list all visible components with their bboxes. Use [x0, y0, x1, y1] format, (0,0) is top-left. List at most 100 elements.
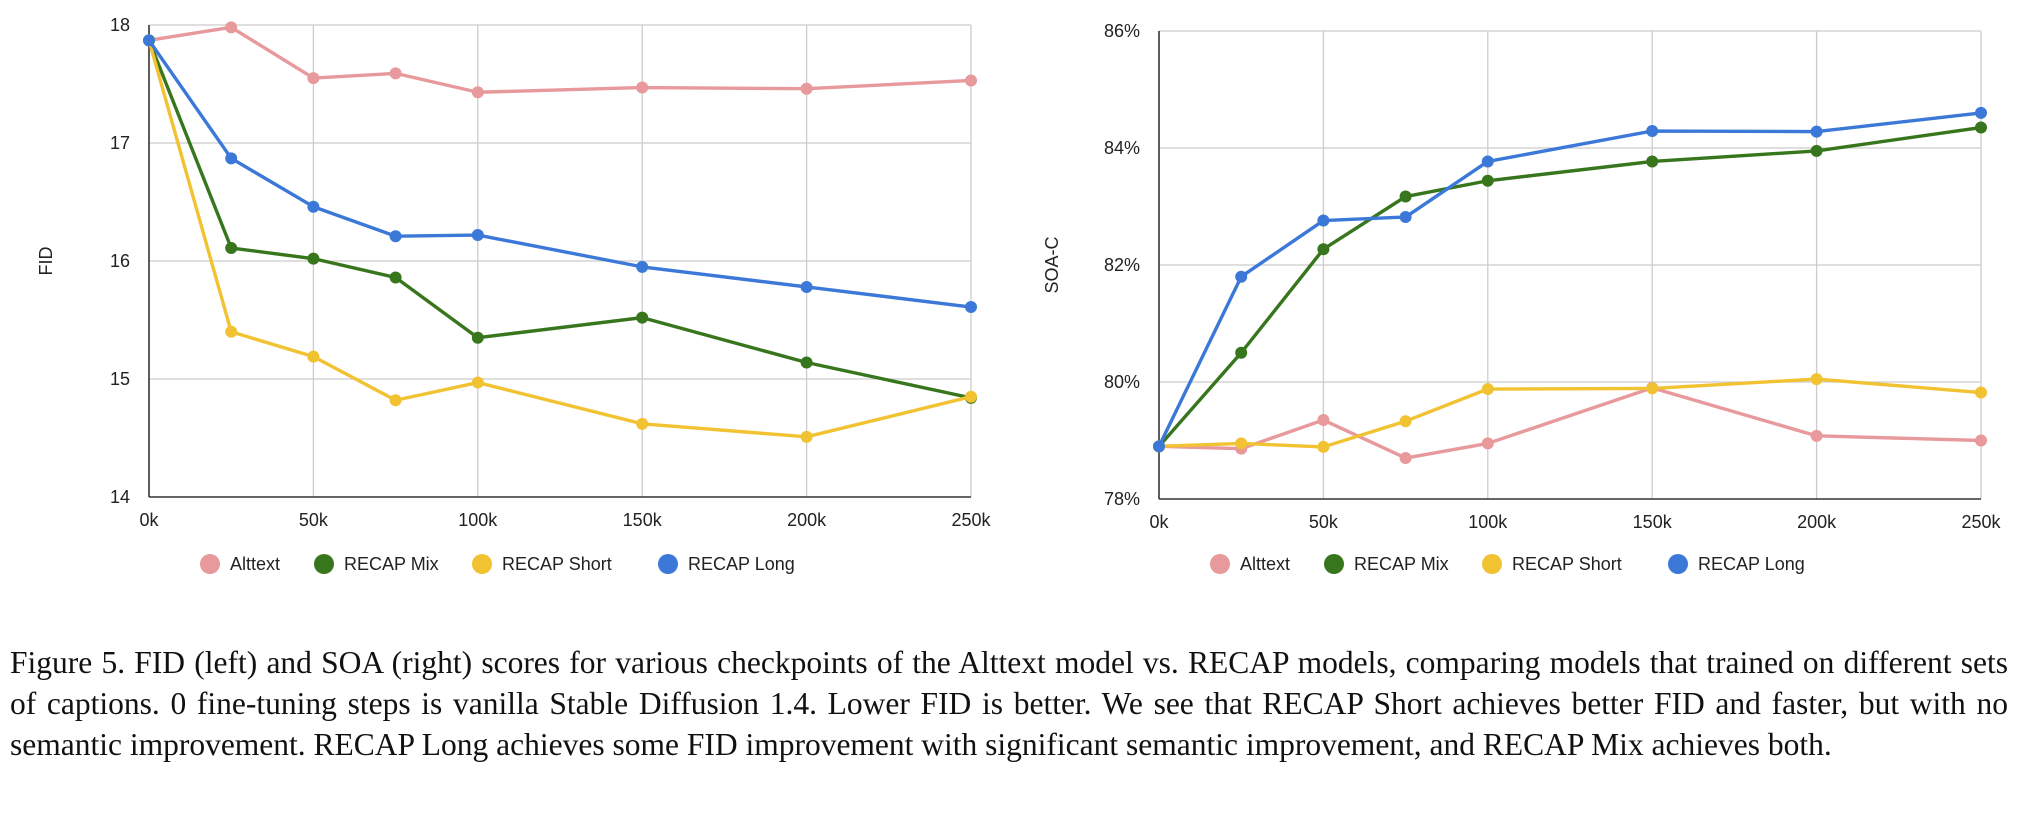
- data-point-recap-mix: [307, 252, 320, 265]
- data-point-recap-long: [1975, 106, 1987, 119]
- data-point-recap-short: [965, 390, 977, 403]
- data-point-recap-mix: [1975, 121, 1987, 134]
- x-tick-label: 200k: [1797, 512, 1837, 532]
- legend-label: RECAP Long: [1698, 554, 1805, 574]
- legend-label: RECAP Mix: [1354, 554, 1449, 574]
- legend-marker-recap-mix: [1324, 554, 1344, 574]
- series-line-recap-long: [1157, 111, 1983, 449]
- legend-marker-alttext: [1210, 554, 1230, 574]
- y-tick-label: 16: [110, 251, 130, 271]
- data-point-alttext: [800, 82, 813, 95]
- data-point-recap-mix: [800, 356, 813, 369]
- series-line-alttext: [1157, 386, 1983, 460]
- data-point-recap-long: [800, 280, 813, 293]
- series-line-recap-short: [1157, 377, 1983, 449]
- y-tick-label: 82%: [1104, 255, 1140, 275]
- x-tick-label: 150k: [1633, 512, 1673, 532]
- series-line-alttext: [147, 25, 973, 94]
- data-point-recap-short: [307, 350, 320, 363]
- data-point-recap-short: [1317, 440, 1330, 453]
- series-line-recap-long: [147, 38, 973, 309]
- y-axis-title: SOA-C: [1042, 236, 1062, 293]
- data-point-recap-short: [1481, 383, 1494, 396]
- data-point-alttext: [471, 86, 484, 99]
- x-tick-label: 100k: [1468, 512, 1508, 532]
- data-point-alttext: [1810, 429, 1823, 442]
- data-point-recap-short: [1235, 437, 1248, 450]
- data-point-recap-mix: [471, 331, 484, 344]
- data-point-recap-long: [143, 34, 155, 47]
- data-point-recap-short: [1975, 386, 1987, 399]
- x-tick-label: 100k: [458, 510, 498, 530]
- data-point-recap-long: [471, 229, 484, 242]
- data-point-alttext: [1975, 434, 1987, 447]
- legend-marker-recap-long: [1668, 554, 1688, 574]
- data-point-recap-long: [1481, 155, 1494, 168]
- data-point-recap-mix: [225, 242, 238, 255]
- data-point-alttext: [225, 21, 238, 34]
- data-point-alttext: [389, 67, 402, 80]
- data-point-recap-long: [965, 301, 977, 314]
- series-line-recap-short: [147, 38, 973, 439]
- y-axis-title: FID: [36, 247, 56, 276]
- data-point-alttext: [965, 74, 977, 87]
- soa-chart: 78% 80% 82% 84% 86% 0k 50k 100k 150k 200k 250k SOA-…: [1042, 21, 2002, 574]
- data-point-recap-long: [1810, 125, 1823, 138]
- series-line-recap-mix: [1157, 125, 1983, 449]
- series-line-recap-mix: [147, 38, 973, 400]
- data-point-recap-short: [1399, 415, 1412, 428]
- y-tick-label: 78%: [1104, 489, 1140, 509]
- data-point-recap-long: [1153, 440, 1165, 453]
- data-point-alttext: [307, 72, 320, 85]
- data-point-recap-short: [1646, 382, 1659, 395]
- legend-marker-recap-short: [472, 554, 492, 574]
- x-tick-label: 250k: [951, 510, 991, 530]
- data-point-recap-short: [636, 417, 649, 430]
- legend-label: Alttext: [230, 554, 280, 574]
- data-point-recap-long: [1317, 214, 1330, 227]
- y-tick-label: 14: [110, 487, 130, 507]
- y-tick-label: 17: [110, 133, 130, 153]
- data-point-recap-mix: [1317, 243, 1330, 256]
- x-tick-label: 150k: [623, 510, 663, 530]
- legend-marker-recap-mix: [314, 554, 334, 574]
- data-point-alttext: [636, 81, 649, 94]
- y-tick-label: 18: [110, 15, 130, 35]
- data-point-recap-short: [800, 430, 813, 443]
- data-point-recap-long: [1235, 270, 1248, 283]
- x-tick-label: 50k: [1309, 512, 1339, 532]
- legend-marker-alttext: [200, 554, 220, 574]
- x-tick-label: 250k: [1961, 512, 2001, 532]
- y-tick-label: 86%: [1104, 21, 1140, 41]
- legend-label: RECAP Mix: [344, 554, 439, 574]
- data-point-recap-short: [471, 376, 484, 389]
- figure-caption: Figure 5. FID (left) and SOA (right) sco…: [10, 645, 2008, 762]
- data-point-alttext: [1481, 437, 1494, 450]
- y-tick-label: 15: [110, 369, 130, 389]
- data-point-recap-mix: [1810, 144, 1823, 157]
- legend-label: RECAP Long: [688, 554, 795, 574]
- data-point-recap-long: [636, 260, 649, 273]
- data-point-alttext: [1317, 414, 1330, 427]
- legend-marker-recap-short: [1482, 554, 1502, 574]
- data-point-recap-mix: [636, 311, 649, 324]
- legend-label: RECAP Short: [502, 554, 612, 574]
- x-tick-label: 200k: [787, 510, 827, 530]
- data-point-recap-mix: [1481, 174, 1494, 187]
- data-point-alttext: [1399, 452, 1412, 465]
- data-point-recap-mix: [1235, 346, 1248, 359]
- data-point-recap-long: [389, 230, 402, 243]
- data-point-recap-short: [1810, 373, 1823, 386]
- data-point-recap-long: [1646, 125, 1659, 138]
- x-tick-label: 0k: [1149, 512, 1169, 532]
- legend-label: Alttext: [1240, 554, 1290, 574]
- y-tick-label: 80%: [1104, 372, 1140, 392]
- data-point-recap-mix: [1646, 155, 1659, 168]
- data-point-recap-mix: [389, 271, 402, 284]
- legend-label: RECAP Short: [1512, 554, 1622, 574]
- y-tick-label: 84%: [1104, 138, 1140, 158]
- data-point-recap-short: [389, 394, 402, 407]
- data-point-recap-long: [1399, 211, 1412, 224]
- data-point-recap-long: [225, 152, 238, 165]
